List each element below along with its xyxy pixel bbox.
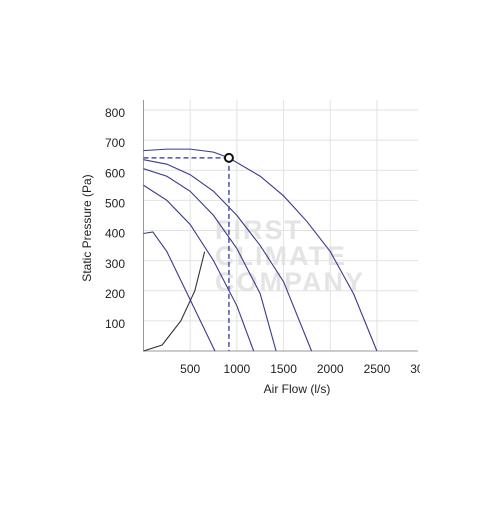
curve [143, 148, 378, 352]
y-tick-label: 400 [105, 227, 125, 241]
x-tick-label: 500 [180, 362, 200, 376]
y-tick-label: 800 [105, 106, 125, 120]
curve [143, 159, 313, 352]
y-axis-title: Static Pressure (Pa) [80, 174, 94, 281]
x-axis-title: Air Flow (l/s) [264, 382, 331, 396]
y-tick-label: 700 [105, 136, 125, 150]
x-tick-label: 3000 [410, 362, 437, 376]
x-tick-label: 1000 [224, 362, 251, 376]
y-tick-label: 200 [105, 287, 125, 301]
x-tick-label: 1500 [270, 362, 297, 376]
curve [143, 231, 216, 352]
x-tick-label: 2500 [364, 362, 391, 376]
y-tick-label: 300 [105, 257, 125, 271]
curve [143, 184, 255, 352]
y-tick-label: 500 [105, 197, 125, 211]
operating-point [223, 152, 234, 163]
y-tick-label: 100 [105, 317, 125, 331]
x-tick-label: 2000 [317, 362, 344, 376]
curve [143, 168, 277, 352]
curve [143, 251, 206, 352]
watermark-text: COMPANY [215, 267, 365, 297]
y-tick-label: 600 [105, 166, 125, 180]
